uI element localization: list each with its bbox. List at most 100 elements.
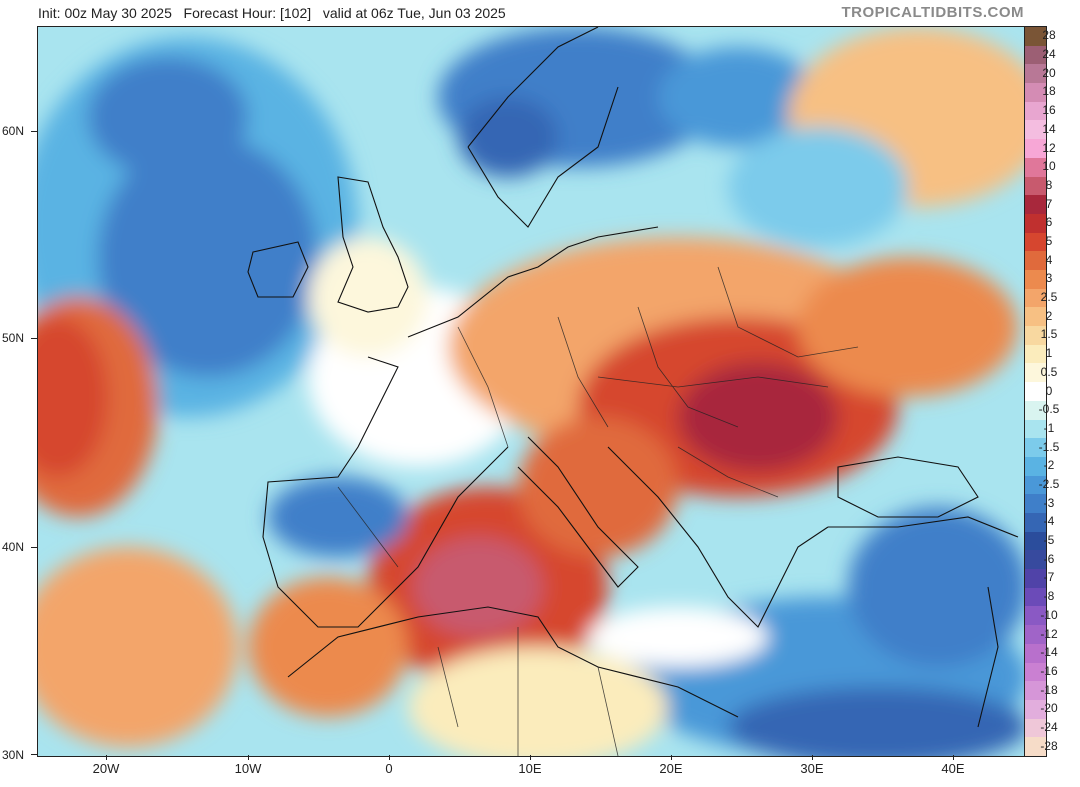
colorbar-label: -2 xyxy=(1043,458,1055,473)
colorbar-label: 10 xyxy=(1042,159,1056,174)
anomaly-field xyxy=(38,27,1025,756)
colorbar-cell xyxy=(1025,83,1046,103)
coastlines xyxy=(247,27,1019,728)
colorbar-cell xyxy=(1025,718,1046,738)
colorbar-label: 0.5 xyxy=(1040,364,1058,379)
lat-tick xyxy=(31,547,37,548)
lon-tick xyxy=(106,755,107,760)
forecast-info: Init: 00z May 30 2025 Forecast Hour: [10… xyxy=(38,5,506,21)
colorbar-label: -3 xyxy=(1043,495,1055,510)
colorbar-cell xyxy=(1025,569,1046,589)
colorbar-label: 20 xyxy=(1042,65,1056,80)
colorbar-cell xyxy=(1025,120,1046,140)
country-borders xyxy=(337,266,859,756)
colorbar-label: -5 xyxy=(1043,533,1055,548)
colorbar-label: -1.5 xyxy=(1038,439,1060,454)
lon-label-40e: 40E xyxy=(941,761,965,776)
colorbar-label: -0.5 xyxy=(1038,402,1060,417)
colorbar xyxy=(1024,26,1047,757)
lat-tick xyxy=(31,131,37,132)
colorbar-cell xyxy=(1025,400,1046,420)
colorbar-label: -16 xyxy=(1040,663,1058,678)
colorbar-cell xyxy=(1025,494,1046,514)
colorbar-cell xyxy=(1025,475,1046,495)
colorbar-label: -28 xyxy=(1040,738,1058,753)
colorbar-label: -7 xyxy=(1043,570,1055,585)
colorbar-label: 1.5 xyxy=(1040,327,1058,342)
colorbar-label: 3 xyxy=(1045,271,1053,286)
colorbar-label: -12 xyxy=(1040,626,1058,641)
colorbar-label: -14 xyxy=(1040,645,1058,660)
lon-label-20e: 20E xyxy=(659,761,683,776)
colorbar-cell xyxy=(1025,550,1046,570)
colorbar-cell xyxy=(1025,64,1046,84)
colorbar-cell xyxy=(1025,139,1046,159)
colorbar-label: 5 xyxy=(1045,233,1053,248)
lon-label-30e: 30E xyxy=(800,761,824,776)
colorbar-label: 4 xyxy=(1045,252,1053,267)
lon-tick xyxy=(389,755,390,760)
lat-tick xyxy=(31,754,37,755)
lon-label-10w: 10W xyxy=(234,761,262,776)
colorbar-label: -18 xyxy=(1040,682,1058,697)
colorbar-label: -4 xyxy=(1043,514,1055,529)
colorbar-label: 2 xyxy=(1045,308,1053,323)
colorbar-cell xyxy=(1025,513,1046,532)
colorbar-cell xyxy=(1025,438,1046,458)
lat-label-50n: 50N xyxy=(2,331,25,345)
colorbar-cell xyxy=(1025,363,1046,383)
colorbar-label: -1 xyxy=(1043,420,1055,435)
lon-tick xyxy=(530,755,531,760)
colorbar-label: 14 xyxy=(1042,121,1056,136)
colorbar-cell xyxy=(1025,699,1046,719)
colorbar-label: -2.5 xyxy=(1038,476,1060,491)
colorbar-label: 24 xyxy=(1042,47,1056,62)
lon-tick xyxy=(671,755,672,760)
colorbar-cell xyxy=(1025,382,1046,402)
colorbar-label: 1 xyxy=(1045,346,1053,361)
colorbar-cell xyxy=(1025,251,1046,271)
colorbar-label: -6 xyxy=(1043,551,1055,566)
colorbar-cell xyxy=(1025,101,1046,121)
colorbar-cell xyxy=(1025,625,1046,645)
colorbar-label: -8 xyxy=(1043,589,1055,604)
lon-label-20w: 20W xyxy=(92,761,120,776)
colorbar-label: 8 xyxy=(1045,177,1053,192)
colorbar-cell xyxy=(1025,662,1046,682)
colorbar-cell xyxy=(1025,643,1046,663)
lat-label-60n: 60N xyxy=(2,124,25,138)
lat-tick xyxy=(31,338,37,339)
colorbar-cell xyxy=(1025,606,1046,626)
colorbar-label: -20 xyxy=(1040,701,1058,716)
colorbar-label: 6 xyxy=(1045,215,1053,230)
colorbar-label: 2.5 xyxy=(1040,290,1058,305)
lon-label-10e: 10E xyxy=(518,761,542,776)
colorbar-cell xyxy=(1025,587,1046,607)
colorbar-cell xyxy=(1025,45,1046,65)
lon-tick xyxy=(953,755,954,760)
colorbar-label: 0 xyxy=(1045,383,1053,398)
colorbar-cell xyxy=(1025,419,1046,439)
colorbar-label: 7 xyxy=(1045,196,1053,211)
lon-tick xyxy=(248,755,249,760)
colorbar-cell xyxy=(1025,213,1046,233)
colorbar-cell xyxy=(1025,531,1046,551)
brand-watermark: TROPICALTIDBITS.COM xyxy=(841,4,1024,21)
colorbar-label: -24 xyxy=(1040,719,1058,734)
colorbar-label: 28 xyxy=(1042,28,1056,43)
map-header: Init: 00z May 30 2025 Forecast Hour: [10… xyxy=(0,0,1080,26)
colorbar-cell xyxy=(1025,737,1046,757)
colorbar-cell xyxy=(1025,288,1046,308)
colorbar-cell xyxy=(1025,157,1046,177)
colorbar-cell xyxy=(1025,681,1046,701)
colorbar-cell xyxy=(1025,307,1046,327)
lat-label-30n: 30N xyxy=(2,748,25,762)
colorbar-label: 18 xyxy=(1042,84,1056,99)
lat-label-40n: 40N xyxy=(2,540,25,554)
colorbar-label: 16 xyxy=(1042,103,1056,118)
colorbar-cell xyxy=(1025,456,1046,476)
colorbar-cell xyxy=(1025,232,1046,252)
colorbar-cell xyxy=(1025,176,1046,196)
colorbar-label: 12 xyxy=(1042,140,1056,155)
colorbar-cell xyxy=(1025,326,1046,346)
